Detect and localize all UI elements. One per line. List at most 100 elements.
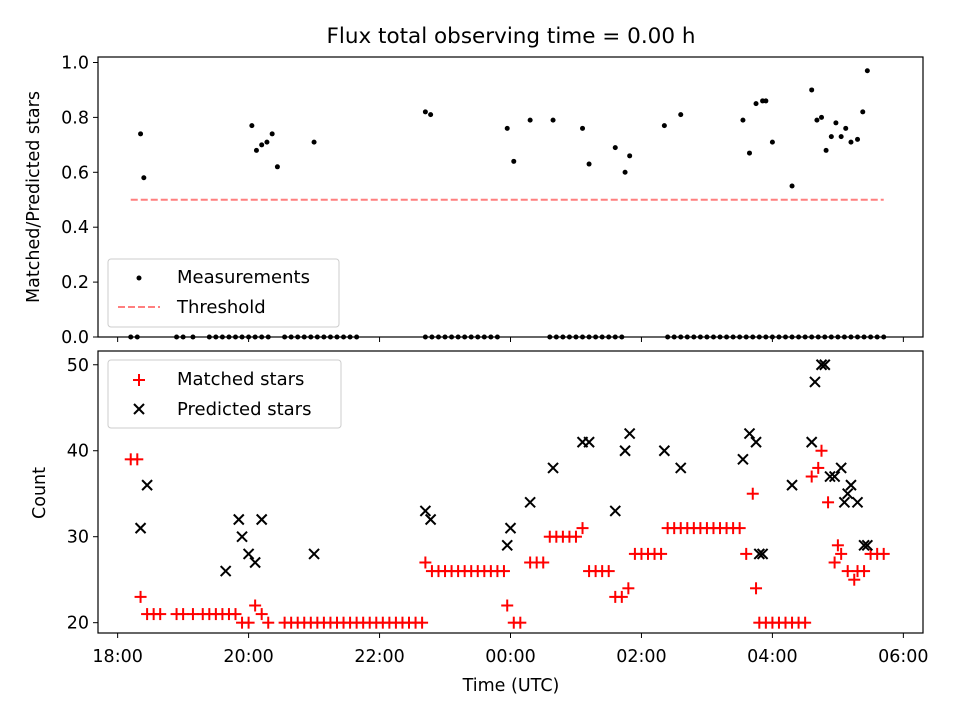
- measurement-point: [763, 98, 769, 104]
- measurement-point: [264, 139, 270, 145]
- measurement-point: [138, 131, 144, 137]
- predicted-stars-point: [756, 548, 769, 560]
- measurement-point: [527, 117, 533, 123]
- measurement-point: [627, 153, 633, 159]
- measurement-point: [422, 109, 428, 115]
- predicted-stars-point: [835, 462, 847, 474]
- matched-stars-point: [514, 616, 527, 629]
- ratio-legend-box: [107, 258, 340, 328]
- matched-stars-point: [622, 582, 635, 595]
- matched-stars-point: [733, 522, 746, 535]
- predicted-stars-point: [236, 531, 248, 543]
- matched-stars-point: [805, 470, 818, 483]
- measurement-point: [789, 183, 795, 189]
- measurement-point: [249, 123, 255, 129]
- predicted-stars-point: [851, 496, 864, 509]
- measurement-point: [823, 147, 829, 153]
- measurement-point: [269, 131, 275, 137]
- matched-stars-point: [576, 522, 589, 535]
- predicted-stars-point: [786, 479, 798, 491]
- ratio-panel: 0.0 0.2 0.4 0.6 0.8 1.0 Matched/Predicted sta…: [24, 53, 924, 348]
- y-tick-label: 20: [67, 614, 89, 634]
- x-tick-label: 22:00: [354, 647, 404, 667]
- legend-measurements-label: Measurements: [177, 267, 310, 288]
- matched-stars-point: [497, 565, 510, 578]
- matched-stars-point: [822, 496, 835, 509]
- measurement-point: [311, 139, 317, 145]
- legend-matched-label: Matched stars: [177, 369, 304, 390]
- matched-stars-point: [828, 556, 841, 569]
- measurement-point: [580, 125, 586, 131]
- measurement-point: [511, 158, 517, 164]
- predicted-stars-point: [249, 556, 261, 569]
- count-legend-box: [107, 359, 342, 429]
- y-tick-label: 30: [67, 528, 89, 548]
- matched-stars-point: [812, 461, 825, 474]
- predicted-stars-point: [424, 513, 437, 526]
- matched-stars-point: [815, 444, 828, 457]
- measurement-point: [550, 117, 556, 123]
- x-tick-label: 20:00: [223, 647, 273, 667]
- matched-stars-point: [537, 556, 550, 569]
- measurement-point: [809, 87, 815, 93]
- predicted-stars-point: [242, 548, 255, 560]
- matched-stars-point: [255, 608, 268, 621]
- legend-predicted-marker: [133, 403, 145, 415]
- matched-stars-point: [799, 616, 812, 629]
- measurement-point: [661, 123, 667, 129]
- predicted-stars-point: [134, 522, 147, 534]
- count-legend: Matched stars Predicted stars: [107, 359, 342, 429]
- count-x-ticks: 18:00 20:00 22:00 00:00 02:00 04:00 06:00: [92, 633, 929, 667]
- matched-stars-point: [877, 547, 890, 560]
- count-panel: 20 30 40 50 18:00 20:00 22:00 00:00 02:00 04:00 0…: [30, 350, 929, 696]
- predicted-stars-point: [141, 479, 153, 491]
- legend-measurements-marker: [136, 275, 142, 281]
- predicted-stars-point: [308, 548, 320, 560]
- x-axis-label: Time (UTC): [462, 676, 560, 696]
- measurement-point: [855, 136, 861, 142]
- y-tick-label: 0.4: [61, 218, 89, 238]
- y-tick-label: 1.0: [61, 53, 89, 73]
- predicted-stars-point: [861, 539, 874, 552]
- predicted-stars-point: [619, 445, 631, 457]
- predicted-stars-point: [675, 462, 687, 474]
- x-tick-label: 00:00: [485, 647, 535, 667]
- measurement-point: [746, 150, 752, 156]
- matched-stars-point: [154, 608, 167, 621]
- ratio-y-ticks: 0.0 0.2 0.4 0.6 0.8 1.0: [61, 53, 98, 348]
- y-tick-label: 40: [67, 442, 89, 462]
- x-tick-label: 02:00: [616, 647, 666, 667]
- matched-stars-point: [416, 616, 429, 629]
- predicted-stars-point: [219, 565, 232, 577]
- predicted-stars-point: [583, 436, 595, 448]
- matched-stars-point: [858, 565, 871, 578]
- x-tick-label: 18:00: [92, 647, 142, 667]
- measurement-point: [838, 134, 844, 140]
- predicted-stars-point: [858, 539, 870, 552]
- measurement-point: [259, 142, 265, 148]
- y-tick-label: 0.6: [61, 163, 89, 183]
- matched-stars-point: [134, 590, 147, 603]
- y-tick-label: 50: [67, 356, 89, 376]
- measurement-point: [833, 120, 839, 126]
- x-tick-label: 06:00: [878, 647, 928, 667]
- matched-stars-point: [242, 616, 255, 629]
- ratio-y-axis-label: Matched/Predicted stars: [24, 91, 44, 303]
- measurement-point: [814, 117, 820, 123]
- measurement-point: [622, 169, 628, 175]
- predicted-stars-point: [501, 539, 513, 552]
- matched-stars-point: [419, 556, 432, 569]
- measurement-point: [141, 175, 147, 181]
- predicted-stars-point: [841, 488, 854, 500]
- measurement-point: [612, 145, 618, 151]
- predicted-stars-point: [845, 479, 857, 491]
- predicted-stars-point: [524, 496, 536, 509]
- measurement-point: [253, 147, 259, 153]
- predicted-stars-point: [824, 470, 836, 483]
- count-marks: [124, 359, 890, 629]
- matched-stars-point: [131, 453, 144, 466]
- matched-stars-point: [229, 608, 242, 621]
- predicted-stars-point: [504, 522, 517, 534]
- predicted-stars-point: [809, 376, 821, 388]
